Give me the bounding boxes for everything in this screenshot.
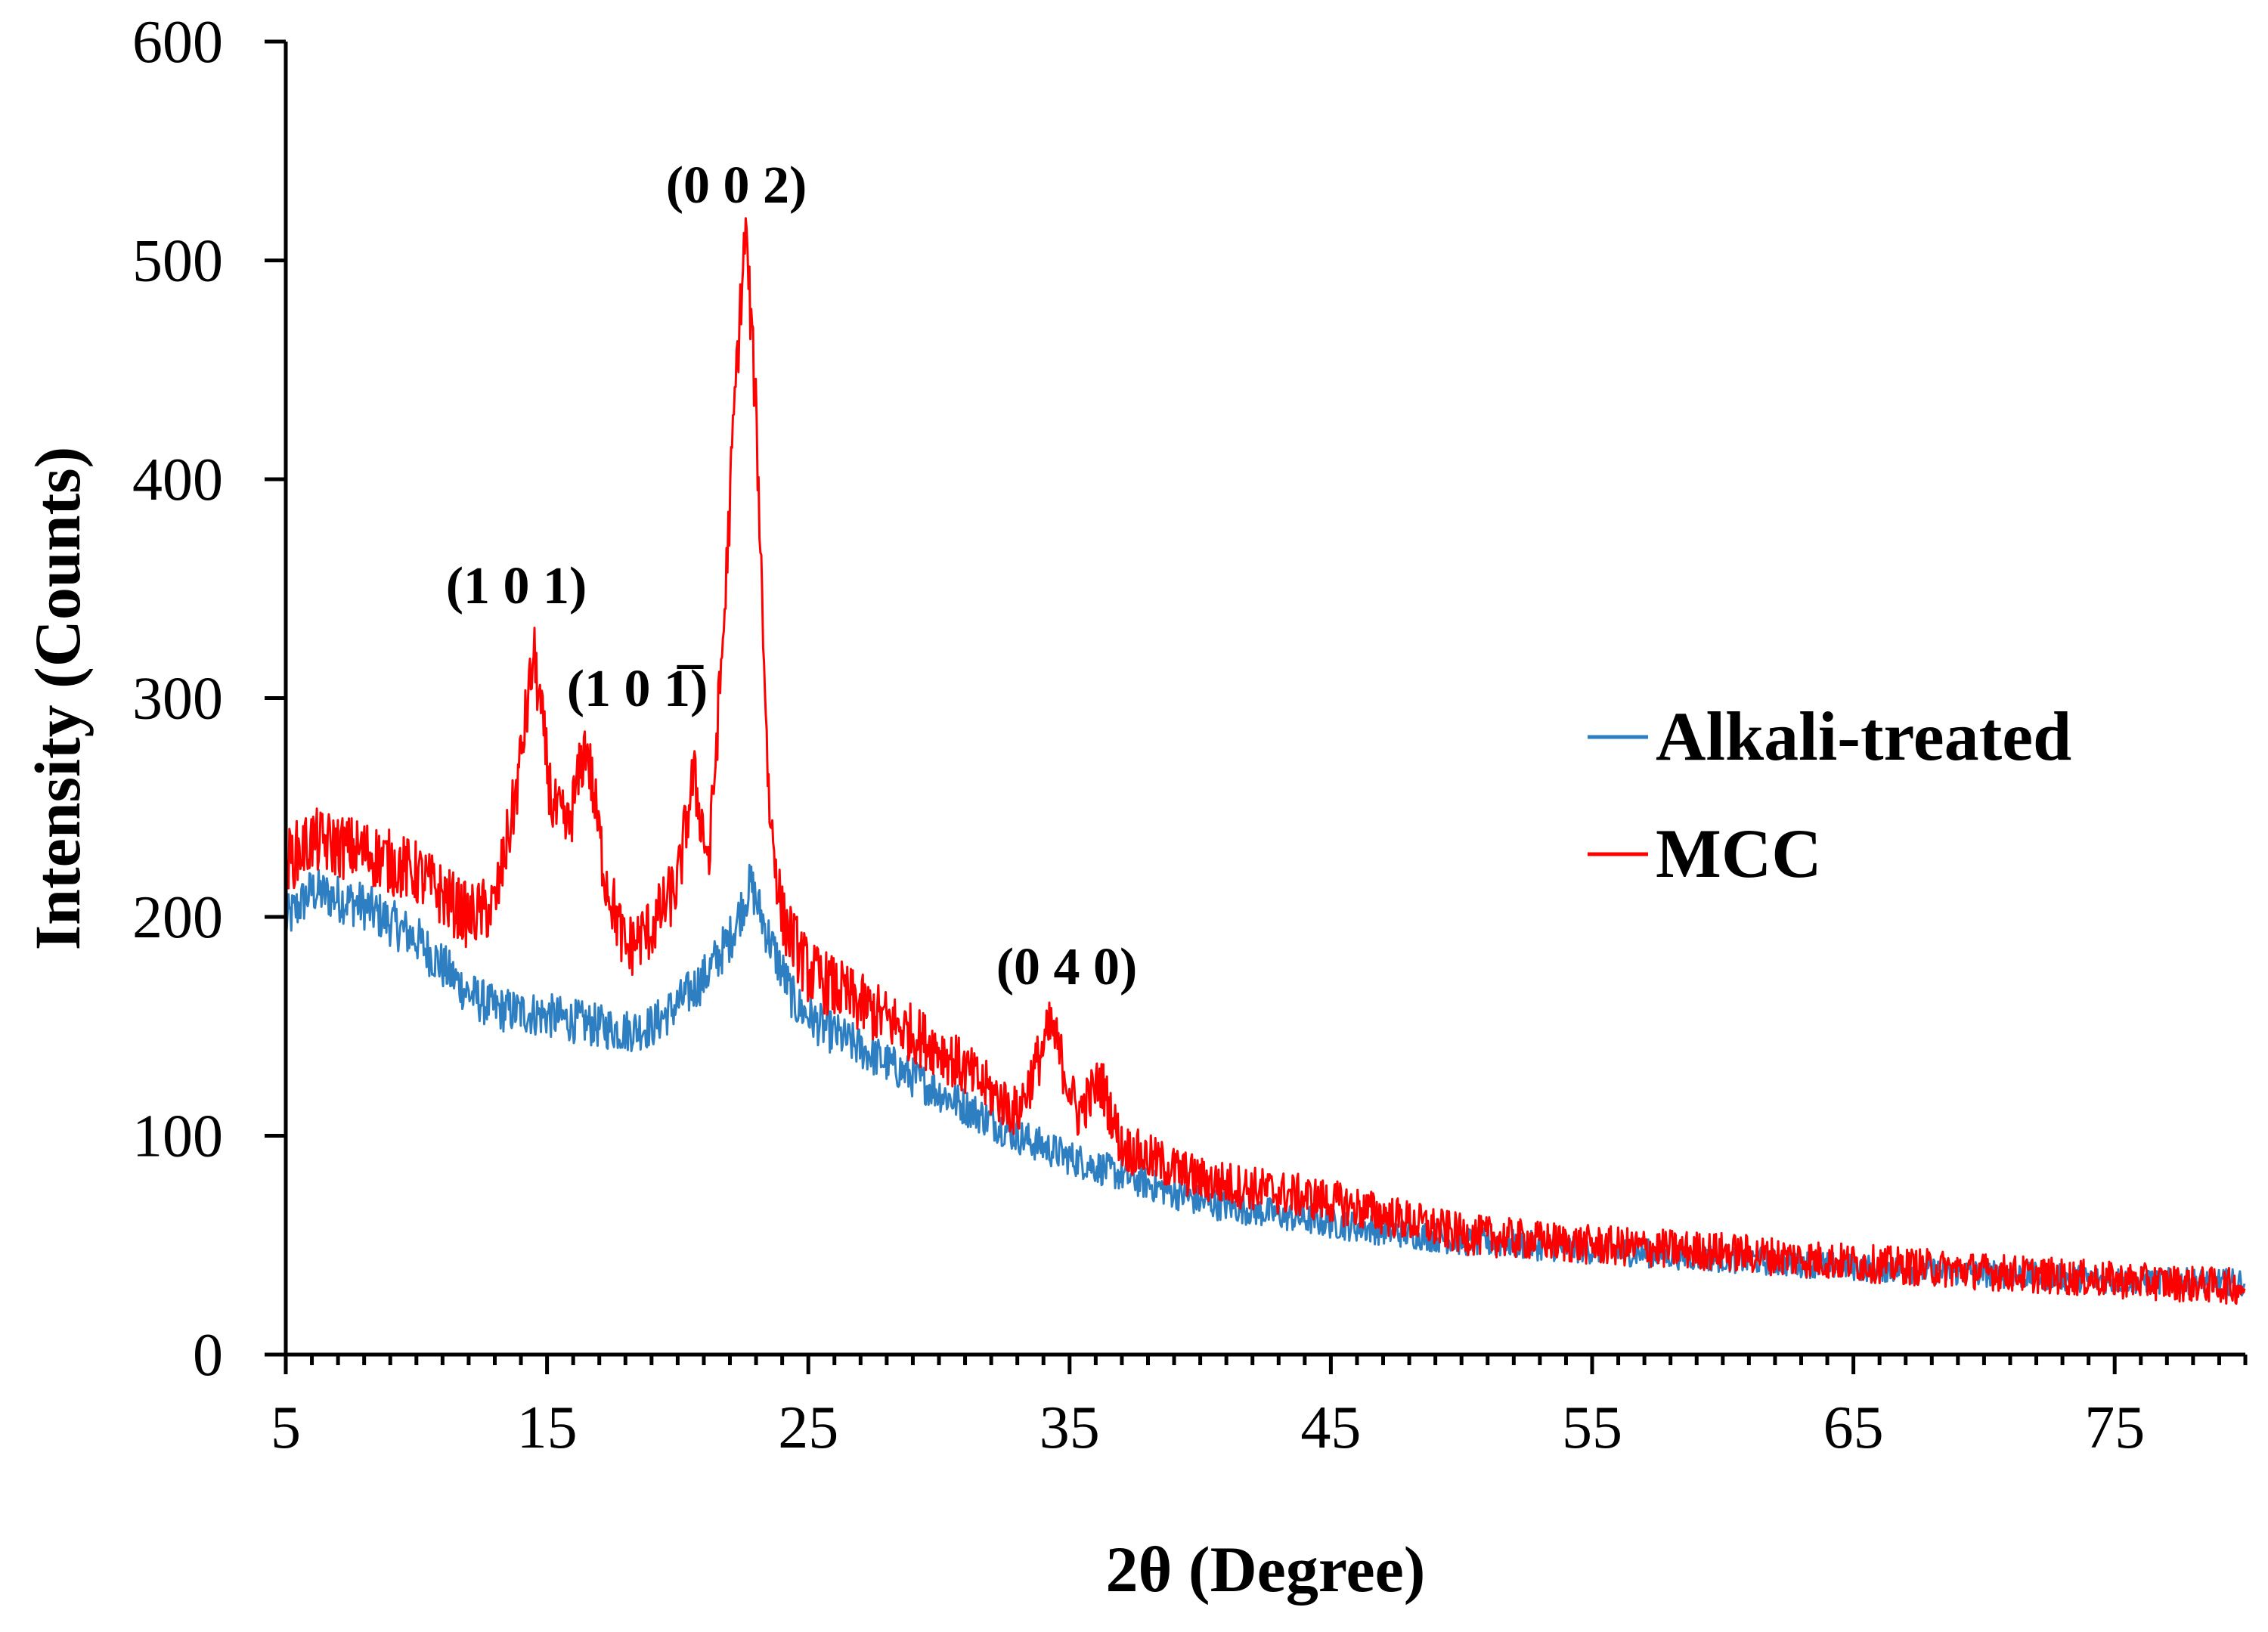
x-tick-label: 15 <box>517 1395 578 1461</box>
x-tick-label: 55 <box>1562 1395 1622 1461</box>
annotation-040: (0 4 0) <box>996 938 1138 996</box>
legend-label-mcc: MCC <box>1656 815 1822 892</box>
x-tick-label: 45 <box>1300 1395 1361 1461</box>
x-tick-label: 65 <box>1823 1395 1884 1461</box>
annotation-002: (0 0 2) <box>666 156 807 215</box>
y-axis-title: Intensity (Counts) <box>21 447 94 951</box>
annotation-10-1bar: (1 0 1̅) <box>567 660 708 718</box>
legend: Alkali-treated MCC <box>1588 698 2071 892</box>
plot-area <box>284 217 2246 1305</box>
y-tick-label: 0 <box>193 1322 223 1389</box>
series-line-mcc <box>284 217 2246 1305</box>
x-tick-label: 35 <box>1040 1395 1100 1461</box>
y-tick-label: 500 <box>132 228 223 295</box>
x-tick-label: 75 <box>2084 1395 2145 1461</box>
legend-label-alkali-treated: Alkali-treated <box>1656 698 2071 775</box>
peak-annotations: (1 0 1) (1 0 1̅) (0 0 2) (0 4 0) <box>446 156 1138 996</box>
annotation-101: (1 0 1) <box>446 557 587 615</box>
y-tick-label: 100 <box>132 1104 223 1170</box>
y-tick-label: 300 <box>132 666 223 732</box>
x-tick-label: 5 <box>271 1395 301 1461</box>
series-line-alkali-treated <box>284 863 2246 1297</box>
y-tick-label: 400 <box>132 447 223 513</box>
y-axis-ticks: 0 100 200 300 400 500 600 <box>132 9 286 1389</box>
x-tick-label: 25 <box>778 1395 838 1461</box>
y-tick-label: 200 <box>132 884 223 951</box>
y-tick-label: 600 <box>132 9 223 76</box>
x-axis-title: 2θ (Degree) <box>1106 1533 1426 1606</box>
x-axis-ticks: 5 15 25 35 45 55 65 75 <box>271 1355 2248 1461</box>
